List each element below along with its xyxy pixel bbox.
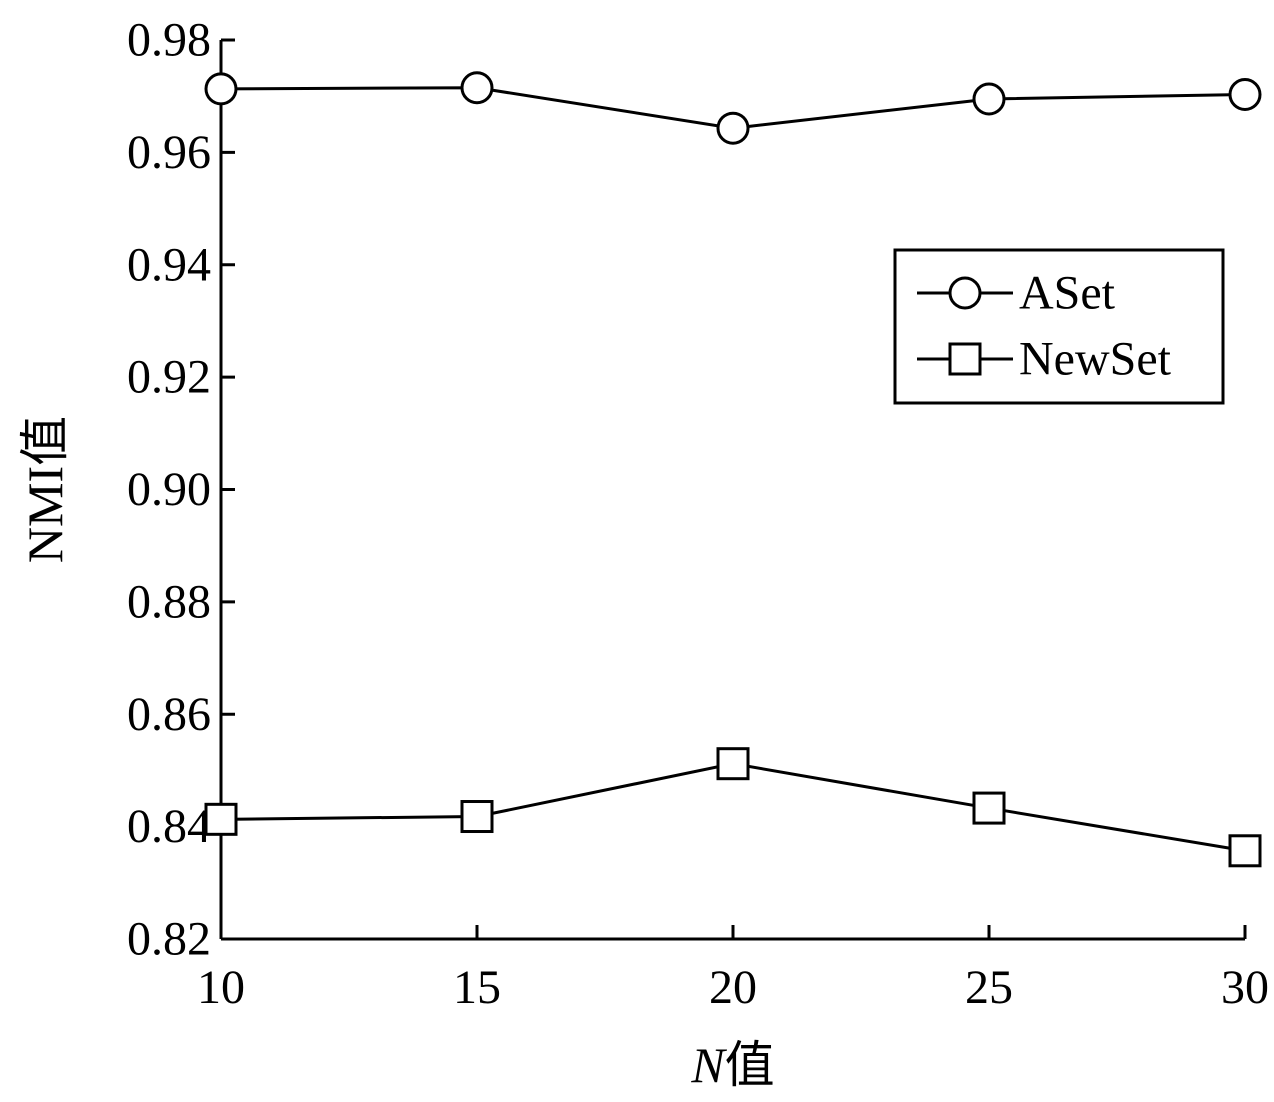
x-tick-label: 20	[709, 961, 757, 1014]
axes: 0.82 0.84 0.86 0.88 0.90 0.92 0.94 0.96 0.98 10 15…	[17, 14, 1269, 1095]
y-tick-label: 0.92	[127, 351, 211, 404]
x-tick-label: 10	[197, 961, 245, 1014]
legend: ASet NewSet	[893, 248, 1225, 405]
square-marker	[204, 802, 238, 836]
square-marker	[972, 791, 1006, 825]
circle-marker	[460, 71, 494, 105]
y-tick-label: 0.82	[127, 913, 211, 966]
legend-circle-marker	[948, 276, 982, 310]
y-tick-label: 0.98	[127, 14, 211, 67]
x-tick-label: 25	[965, 961, 1013, 1014]
square-marker	[716, 747, 750, 781]
y-tick-label: 0.84	[127, 800, 211, 853]
circle-marker	[204, 72, 238, 106]
y-tick-label: 0.90	[127, 463, 211, 516]
y-axis-title: NMI值	[17, 416, 73, 563]
y-tick-label: 0.96	[127, 126, 211, 179]
square-marker	[1228, 834, 1262, 868]
legend-label: NewSet	[1019, 333, 1172, 386]
x-tick-label: 30	[1221, 961, 1269, 1014]
y-tick-label: 0.86	[127, 688, 211, 741]
series-newset	[204, 747, 1262, 868]
x-tick-label: 15	[453, 961, 501, 1014]
square-marker	[460, 800, 494, 834]
circle-marker	[972, 82, 1006, 116]
legend-item: ASet	[917, 267, 1116, 320]
circle-marker	[716, 111, 750, 145]
series-layer	[204, 71, 1262, 868]
y-tick-label: 0.88	[127, 575, 211, 628]
legend-square-marker	[948, 342, 982, 376]
x-axis-title: N值	[690, 1036, 774, 1094]
series-aset	[204, 71, 1262, 145]
circle-marker	[1228, 78, 1262, 112]
legend-label: ASet	[1019, 267, 1116, 320]
y-tick-label: 0.94	[127, 238, 211, 291]
legend-item: NewSet	[917, 333, 1172, 386]
legend-box	[893, 248, 1225, 405]
